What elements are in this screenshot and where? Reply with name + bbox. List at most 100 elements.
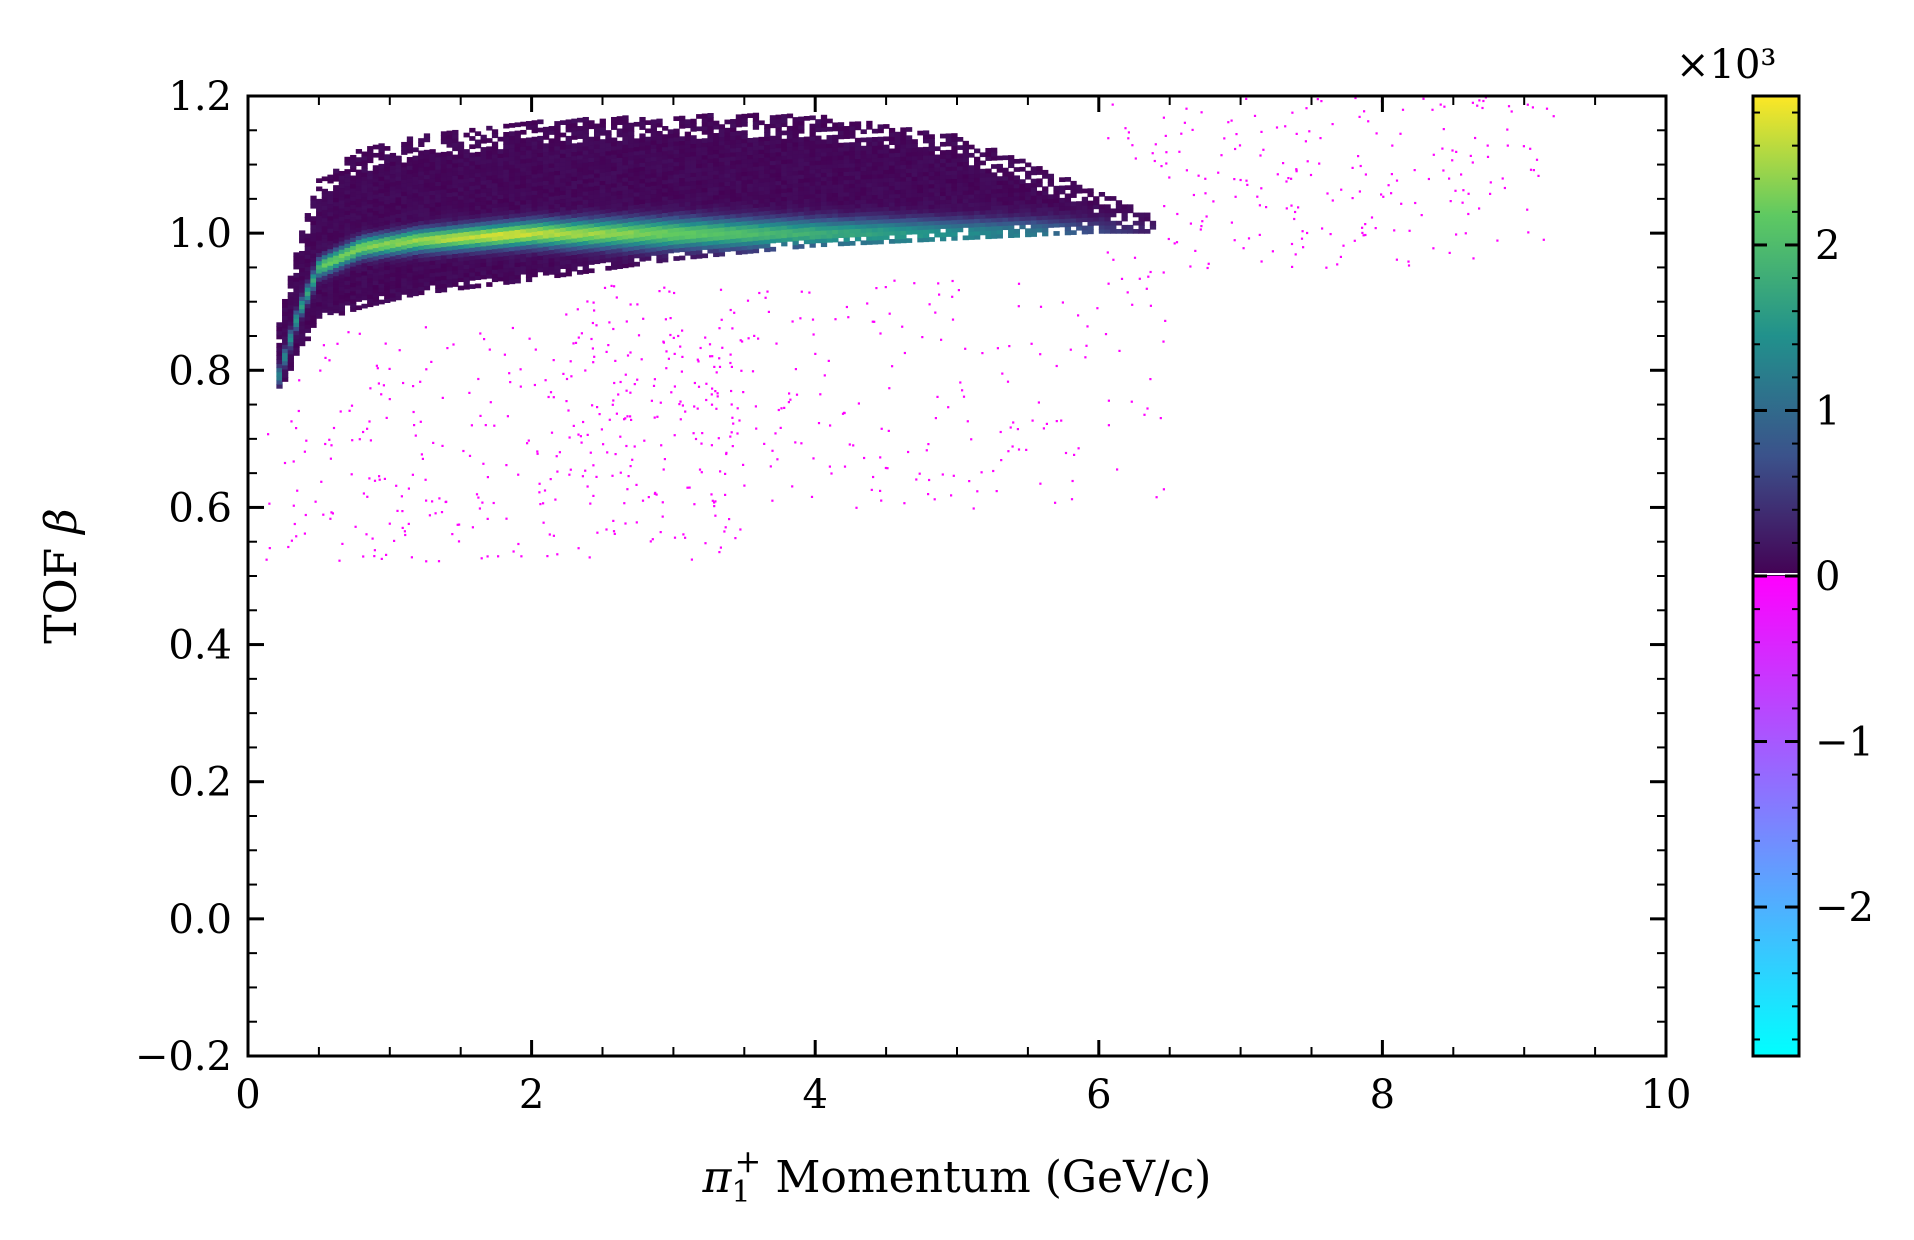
- heatmap-cell: [333, 250, 340, 256]
- heatmap-cell: [860, 182, 867, 188]
- negative-bin-point: [1246, 183, 1249, 186]
- heatmap-cell: [1042, 227, 1049, 233]
- heatmap-cell: [372, 292, 380, 298]
- heatmap-cell: [525, 170, 533, 176]
- heatmap-cell: [287, 337, 294, 343]
- negative-bin-point: [593, 355, 596, 358]
- heatmap-cell: [1013, 208, 1020, 214]
- heatmap-cell: [338, 294, 346, 300]
- negative-bin-point: [304, 513, 307, 517]
- negative-bin-point: [1086, 325, 1089, 328]
- heatmap-cell: [310, 216, 317, 221]
- heatmap-cell: [384, 294, 391, 299]
- heatmap-cell: [934, 212, 941, 217]
- heatmap-cell: [508, 172, 516, 178]
- heatmap-cell: [792, 215, 799, 221]
- heatmap-cell: [486, 199, 493, 205]
- negative-bin-point: [1276, 173, 1279, 176]
- heatmap-cell: [991, 229, 998, 235]
- negative-bin-point: [731, 445, 734, 448]
- heatmap-cell: [361, 163, 368, 169]
- heatmap-cell: [344, 276, 351, 281]
- negative-bin-point: [903, 351, 906, 355]
- heatmap-cell: [333, 292, 340, 297]
- heatmap-cell: [508, 168, 516, 174]
- heatmap-cell: [724, 173, 731, 178]
- negative-bin-point: [1197, 174, 1200, 177]
- heatmap-cell: [316, 272, 323, 278]
- heatmap-cell: [350, 200, 357, 205]
- heatmap-cell: [548, 270, 555, 275]
- heatmap-cell: [962, 169, 969, 175]
- negative-bin-point: [1253, 114, 1257, 117]
- heatmap-cell: [1110, 196, 1117, 201]
- heatmap-cell: [440, 254, 448, 260]
- heatmap-cell: [412, 163, 419, 169]
- heatmap-cell: [491, 260, 499, 266]
- heatmap-cell: [457, 170, 465, 176]
- heatmap-cell: [287, 304, 294, 310]
- heatmap-cell: [299, 333, 306, 338]
- heatmap-cell: [423, 232, 431, 237]
- heatmap-cell: [769, 230, 777, 236]
- heatmap-cell: [905, 168, 913, 173]
- heatmap-cell: [395, 283, 402, 288]
- heatmap-cell: [452, 220, 459, 226]
- heatmap-cell: [724, 144, 731, 149]
- heatmap-cell: [781, 114, 788, 119]
- heatmap-cell: [939, 166, 947, 172]
- heatmap-cell: [611, 256, 618, 262]
- heatmap-cell: [645, 227, 652, 232]
- heatmap-cell: [866, 203, 873, 208]
- heatmap-cell: [457, 285, 465, 291]
- heatmap-cell: [588, 239, 595, 245]
- heatmap-cell: [662, 187, 669, 193]
- heatmap-cell: [667, 228, 674, 233]
- negative-bin-point: [679, 400, 682, 403]
- heatmap-cell: [503, 263, 510, 269]
- heatmap-cell: [1030, 211, 1038, 217]
- heatmap-cell: [820, 209, 828, 215]
- negative-bin-point: [827, 359, 830, 362]
- heatmap-cell: [571, 155, 578, 161]
- negative-bin-point: [549, 391, 553, 394]
- heatmap-cell: [440, 188, 448, 194]
- heatmap-cell: [775, 126, 782, 132]
- heatmap-cell: [367, 244, 374, 250]
- heatmap-cell: [440, 176, 448, 182]
- heatmap-cell: [525, 121, 533, 126]
- negative-bin-point: [1291, 111, 1294, 114]
- heatmap-cell: [616, 186, 623, 191]
- heatmap-cell: [996, 213, 1003, 218]
- heatmap-cell: [316, 305, 323, 311]
- heatmap-cell: [327, 224, 334, 229]
- heatmap-cell: [673, 173, 680, 179]
- negative-bin-point: [697, 360, 700, 363]
- heatmap-cell: [520, 171, 527, 176]
- heatmap-cell: [412, 237, 419, 243]
- heatmap-cell: [525, 223, 533, 229]
- heatmap-cell: [378, 180, 385, 186]
- heatmap-cell: [537, 172, 544, 178]
- heatmap-cell: [758, 120, 765, 126]
- heatmap-cell: [418, 204, 425, 209]
- heatmap-cell: [514, 249, 521, 255]
- heatmap-cell: [571, 246, 578, 251]
- heatmap-cell: [395, 270, 402, 276]
- heatmap-cell: [401, 150, 408, 155]
- heatmap-cell: [457, 244, 465, 250]
- negative-bin-point: [693, 381, 696, 385]
- heatmap-cell: [1008, 179, 1015, 185]
- heatmap-cell: [599, 163, 606, 169]
- heatmap-cell: [616, 202, 623, 208]
- negative-bin-point: [771, 449, 774, 452]
- heatmap-cell: [832, 122, 839, 128]
- heatmap-cell: [1076, 209, 1083, 215]
- heatmap-cell: [440, 217, 448, 223]
- heatmap-cell: [293, 285, 300, 290]
- heatmap-cell: [684, 218, 692, 223]
- heatmap-cell: [934, 199, 941, 205]
- heatmap-cell: [299, 263, 306, 269]
- heatmap-cell: [945, 199, 952, 204]
- heatmap-cell: [367, 285, 374, 291]
